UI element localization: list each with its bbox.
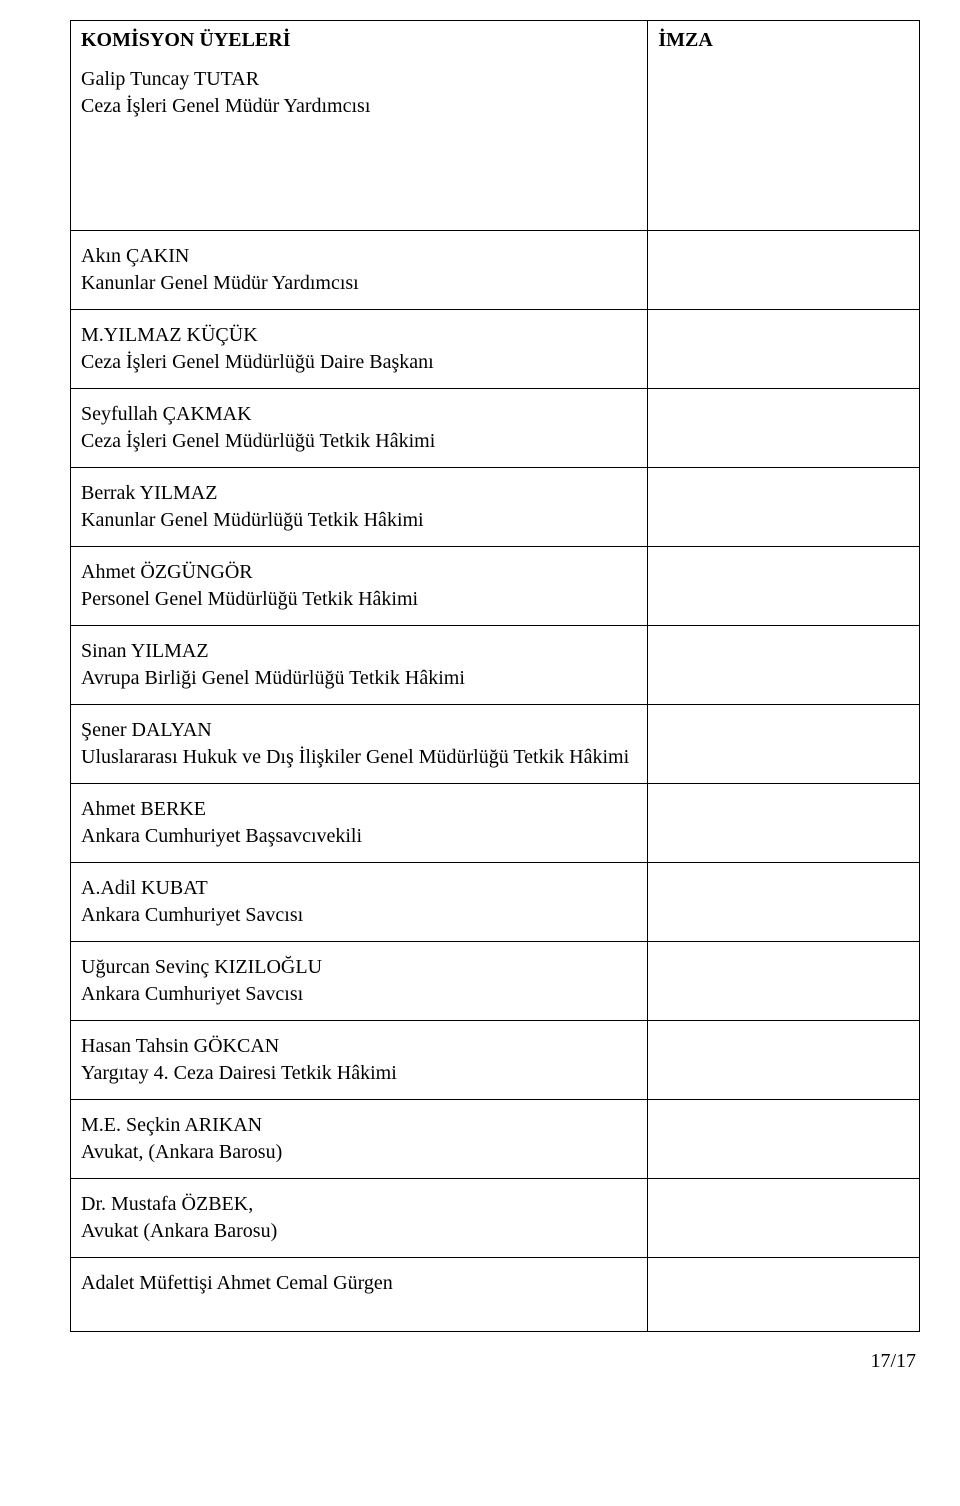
member-name: Uğurcan Sevinç KIZILOĞLU [81, 954, 637, 981]
member-cell: Dr. Mustafa ÖZBEK,Avukat (Ankara Barosu) [71, 1179, 648, 1258]
signature-cell [648, 1179, 920, 1258]
member-cell: Seyfullah ÇAKMAKCeza İşleri Genel Müdürl… [71, 389, 648, 468]
table-row: Dr. Mustafa ÖZBEK,Avukat (Ankara Barosu) [71, 1179, 920, 1258]
member-title: Personel Genel Müdürlüğü Tetkik Hâkimi [81, 586, 637, 613]
member-cell: A.Adil KUBATAnkara Cumhuriyet Savcısı [71, 863, 648, 942]
signature-cell [648, 784, 920, 863]
member-cell: Hasan Tahsin GÖKCANYargıtay 4. Ceza Dair… [71, 1021, 648, 1100]
header-title: KOMİSYON ÜYELERİ [81, 29, 637, 52]
member-name: Akın ÇAKIN [81, 243, 637, 270]
member-cell: M.YILMAZ KÜÇÜKCeza İşleri Genel Müdürlüğ… [71, 310, 648, 389]
signature-cell [648, 1258, 920, 1332]
table-row: Şener DALYANUluslararası Hukuk ve Dış İl… [71, 705, 920, 784]
signature-cell [648, 1021, 920, 1100]
signature-header: İMZA [648, 21, 920, 231]
member-name: M.E. Seçkin ARIKAN [81, 1112, 637, 1139]
signature-cell [648, 1100, 920, 1179]
member-cell: Berrak YILMAZKanunlar Genel Müdürlüğü Te… [71, 468, 648, 547]
member-title: Uluslararası Hukuk ve Dış İlişkiler Gene… [81, 744, 637, 771]
signature-cell [648, 863, 920, 942]
table-row: M.YILMAZ KÜÇÜKCeza İşleri Genel Müdürlüğ… [71, 310, 920, 389]
first-member-name: Galip Tuncay TUTAR [81, 66, 637, 93]
table-row: Ahmet BERKEAnkara Cumhuriyet Başsavcıvek… [71, 784, 920, 863]
member-title: Kanunlar Genel Müdür Yardımcısı [81, 270, 637, 297]
member-title: Avukat, (Ankara Barosu) [81, 1139, 637, 1166]
member-name: Sinan YILMAZ [81, 638, 637, 665]
table-header-row: KOMİSYON ÜYELERİ Galip Tuncay TUTAR Ceza… [71, 21, 920, 231]
table-row: Seyfullah ÇAKMAKCeza İşleri Genel Müdürl… [71, 389, 920, 468]
table-row: Sinan YILMAZAvrupa Birliği Genel Müdürlü… [71, 626, 920, 705]
member-name: Adalet Müfettişi Ahmet Cemal Gürgen [81, 1270, 637, 1297]
signature-cell [648, 547, 920, 626]
member-title: Avukat (Ankara Barosu) [81, 1218, 637, 1245]
member-title: Ankara Cumhuriyet Savcısı [81, 981, 637, 1008]
member-cell: Ahmet BERKEAnkara Cumhuriyet Başsavcıvek… [71, 784, 648, 863]
header-left-cell: KOMİSYON ÜYELERİ Galip Tuncay TUTAR Ceza… [71, 21, 648, 231]
table-row: Uğurcan Sevinç KIZILOĞLUAnkara Cumhuriye… [71, 942, 920, 1021]
signature-cell [648, 231, 920, 310]
signature-cell [648, 389, 920, 468]
table-row: Ahmet ÖZGÜNGÖRPersonel Genel Müdürlüğü T… [71, 547, 920, 626]
table-row: Adalet Müfettişi Ahmet Cemal Gürgen [71, 1258, 920, 1332]
page-number: 17/17 [70, 1350, 920, 1373]
table-row: Berrak YILMAZKanunlar Genel Müdürlüğü Te… [71, 468, 920, 547]
member-title: Kanunlar Genel Müdürlüğü Tetkik Hâkimi [81, 507, 637, 534]
member-title: Ankara Cumhuriyet Başsavcıvekili [81, 823, 637, 850]
member-cell: Sinan YILMAZAvrupa Birliği Genel Müdürlü… [71, 626, 648, 705]
member-title: Ceza İşleri Genel Müdürlüğü Daire Başkan… [81, 349, 637, 376]
member-cell: Ahmet ÖZGÜNGÖRPersonel Genel Müdürlüğü T… [71, 547, 648, 626]
member-name: Berrak YILMAZ [81, 480, 637, 507]
member-cell: Adalet Müfettişi Ahmet Cemal Gürgen [71, 1258, 648, 1332]
table-row: A.Adil KUBATAnkara Cumhuriyet Savcısı [71, 863, 920, 942]
member-name: Ahmet ÖZGÜNGÖR [81, 559, 637, 586]
member-cell: Uğurcan Sevinç KIZILOĞLUAnkara Cumhuriye… [71, 942, 648, 1021]
commission-table: KOMİSYON ÜYELERİ Galip Tuncay TUTAR Ceza… [70, 20, 920, 1332]
member-name: M.YILMAZ KÜÇÜK [81, 322, 637, 349]
member-name: Hasan Tahsin GÖKCAN [81, 1033, 637, 1060]
signature-cell [648, 626, 920, 705]
member-title: Ceza İşleri Genel Müdürlüğü Tetkik Hâkim… [81, 428, 637, 455]
member-title: Yargıtay 4. Ceza Dairesi Tetkik Hâkimi [81, 1060, 637, 1087]
first-member-title: Ceza İşleri Genel Müdür Yardımcısı [81, 93, 637, 120]
signature-cell [648, 468, 920, 547]
member-title: Ankara Cumhuriyet Savcısı [81, 902, 637, 929]
member-name: Ahmet BERKE [81, 796, 637, 823]
member-title: Avrupa Birliği Genel Müdürlüğü Tetkik Hâ… [81, 665, 637, 692]
table-row: M.E. Seçkin ARIKANAvukat, (Ankara Barosu… [71, 1100, 920, 1179]
member-name: Dr. Mustafa ÖZBEK, [81, 1191, 637, 1218]
member-cell: Akın ÇAKINKanunlar Genel Müdür Yardımcıs… [71, 231, 648, 310]
signature-cell [648, 310, 920, 389]
signature-cell [648, 705, 920, 784]
member-cell: Şener DALYANUluslararası Hukuk ve Dış İl… [71, 705, 648, 784]
member-cell: M.E. Seçkin ARIKANAvukat, (Ankara Barosu… [71, 1100, 648, 1179]
member-name: Seyfullah ÇAKMAK [81, 401, 637, 428]
table-row: Akın ÇAKINKanunlar Genel Müdür Yardımcıs… [71, 231, 920, 310]
member-name: A.Adil KUBAT [81, 875, 637, 902]
member-name: Şener DALYAN [81, 717, 637, 744]
signature-cell [648, 942, 920, 1021]
table-row: Hasan Tahsin GÖKCANYargıtay 4. Ceza Dair… [71, 1021, 920, 1100]
